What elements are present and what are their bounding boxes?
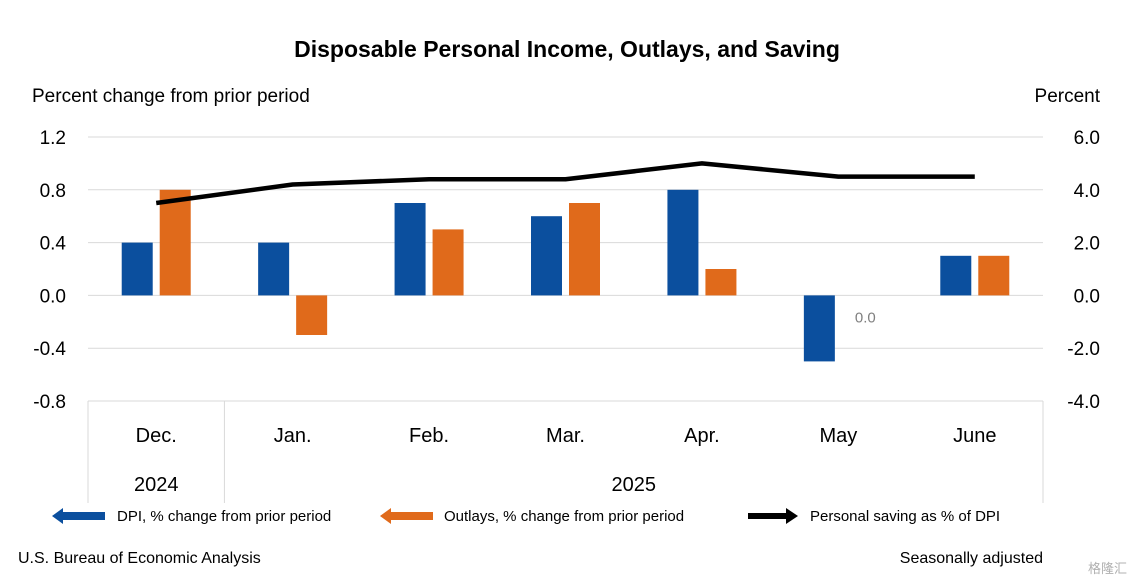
right-tick-label: 2.0: [1074, 234, 1100, 255]
gridlines: [88, 136, 1043, 349]
legend-label: DPI, % change from prior period: [117, 508, 331, 525]
left-axis-ticks: 1.2 0.8 0.4 0.0 -0.4 -0.8: [33, 128, 66, 413]
year-label: 2024: [134, 474, 179, 496]
data-label: 0.0: [855, 309, 876, 326]
left-tick-label: -0.8: [33, 392, 66, 413]
left-tick-label: 0.8: [40, 181, 66, 202]
legend-swatch-dpi: [52, 508, 105, 524]
category-label: Feb.: [409, 425, 449, 447]
category-axis: Dec. Jan. Feb. Mar. Apr. May June 2024 2025: [87, 400, 1044, 503]
legend-label: Outlays, % change from prior period: [444, 508, 684, 525]
data-labels: 0.0: [855, 309, 876, 326]
watermark-logo: 格隆汇: [1088, 561, 1127, 576]
outlays-bar: [978, 255, 1010, 296]
adjustment-note: Seasonally adjusted: [900, 550, 1043, 567]
category-label: Dec.: [136, 425, 177, 447]
left-tick-label: -0.4: [33, 339, 66, 360]
outlays-bar: [296, 295, 328, 335]
legend-label: Personal saving as % of DPI: [810, 508, 1000, 525]
dpi-bar: [940, 255, 972, 296]
dpi-bar: [121, 242, 153, 296]
category-label: Jan.: [274, 425, 312, 447]
right-tick-label: -2.0: [1067, 339, 1100, 360]
dpi-bar: [531, 216, 562, 296]
outlays-bar: [705, 269, 737, 296]
right-tick-label: 6.0: [1074, 128, 1100, 149]
outlays-bar: [432, 229, 464, 296]
saving-rate-line: [155, 161, 975, 206]
bars: [121, 189, 1010, 362]
left-tick-label: 0.4: [40, 234, 67, 255]
left-tick-label: 1.2: [40, 128, 66, 149]
right-axis-title: Percent: [1035, 86, 1101, 107]
dpi-bar: [394, 203, 426, 296]
dpi-bar: [803, 295, 835, 362]
category-label: June: [953, 425, 996, 447]
right-tick-label: 4.0: [1074, 181, 1100, 202]
chart-title: Disposable Personal Income, Outlays, and…: [294, 36, 840, 62]
outlays-bar: [569, 203, 600, 296]
saving-line: [155, 161, 975, 206]
right-axis-ticks: 6.0 4.0 2.0 0.0 -2.0 -4.0: [1067, 128, 1100, 413]
year-label: 2025: [611, 474, 656, 496]
legend-swatch-outlays: [380, 508, 433, 524]
left-tick-label: 0.0: [40, 286, 66, 307]
category-label: May: [819, 425, 857, 447]
dpi-bar: [258, 242, 290, 296]
left-axis-title: Percent change from prior period: [32, 86, 310, 107]
dpi-bar: [667, 189, 699, 296]
source-note: U.S. Bureau of Economic Analysis: [18, 550, 261, 567]
legend: DPI, % change from prior period Outlays, …: [52, 508, 1000, 525]
right-tick-label: -4.0: [1067, 392, 1100, 413]
legend-swatch-saving: [748, 508, 798, 524]
right-tick-label: 0.0: [1074, 286, 1100, 307]
category-label: Apr.: [684, 425, 720, 447]
category-label: Mar.: [546, 425, 585, 447]
outlays-bar: [159, 189, 191, 296]
